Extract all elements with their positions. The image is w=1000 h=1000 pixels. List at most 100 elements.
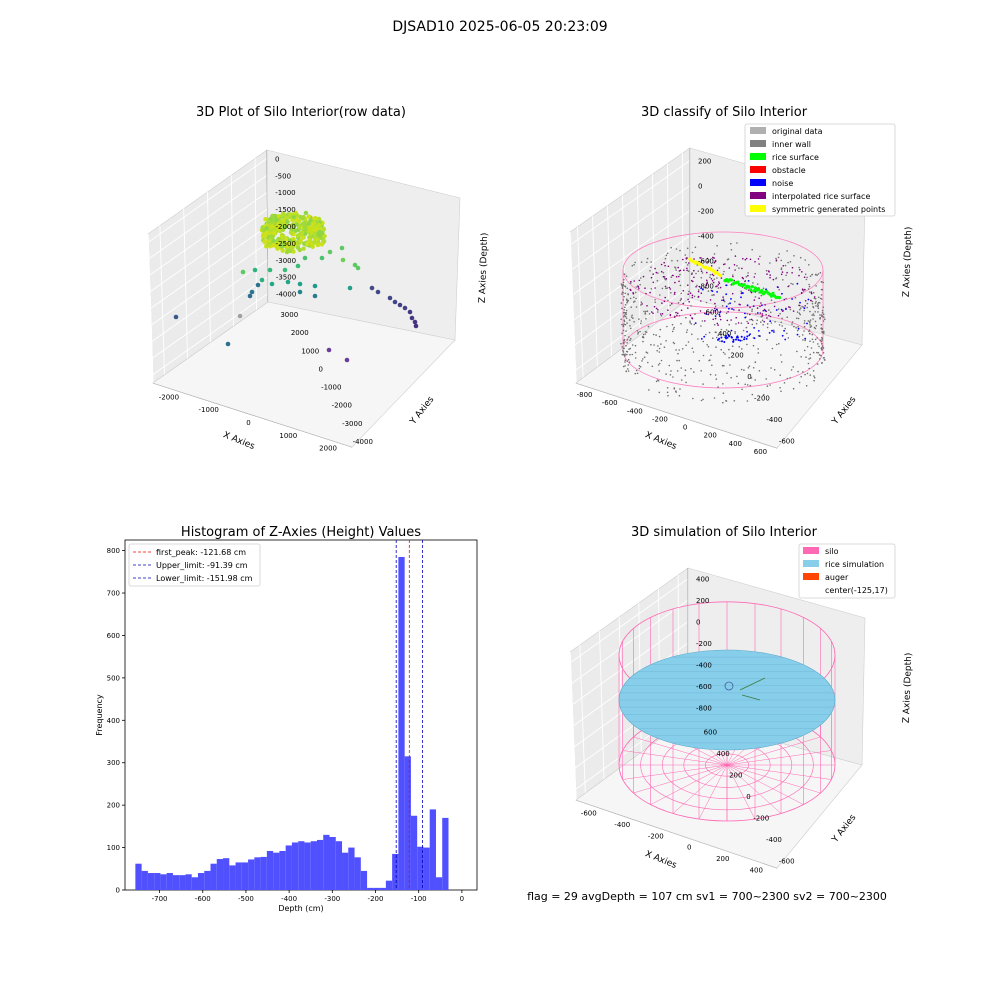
- classify-wall-point: [796, 329, 799, 332]
- classify-legend-swatch: [750, 153, 766, 160]
- classify-wall-point: [634, 372, 637, 375]
- classify-wall-point: [809, 310, 811, 313]
- classify-interp-point: [691, 317, 693, 319]
- classify-symmetric-point: [711, 269, 716, 273]
- classify-wall-point: [751, 310, 753, 312]
- raw-point: [327, 249, 333, 255]
- classify-wall-point: [711, 364, 713, 367]
- classify-interp-point: [691, 294, 694, 297]
- histogram-bar: [310, 841, 317, 890]
- classify-wall-point: [623, 339, 625, 342]
- classify-wall-point: [658, 347, 661, 350]
- raw-point: [282, 267, 288, 273]
- panel-raw-3d: 3D Plot of Silo Interior(row data) -2000…: [147, 105, 490, 453]
- classify-wall-point: [809, 324, 811, 326]
- classify-interp-point: [813, 296, 816, 298]
- classify-wall-point: [701, 320, 704, 322]
- raw-point: [321, 226, 327, 232]
- classify-noise-point: [748, 334, 751, 337]
- classify-wall-point: [622, 329, 625, 332]
- classify-wall-point: [620, 318, 622, 321]
- classify-interp-point: [758, 263, 760, 265]
- classify-interp-point: [691, 273, 693, 275]
- classify-wall-point: [775, 343, 778, 346]
- raw-point: [340, 257, 346, 263]
- classify-interp-point: [712, 281, 715, 284]
- classify-rice-point: [757, 287, 761, 291]
- classify-wall-point: [733, 400, 736, 402]
- raw-point: [315, 242, 320, 248]
- classify-interp-point: [700, 300, 702, 302]
- classify-interp-point: [753, 299, 756, 301]
- histogram-bar: [323, 834, 330, 890]
- classify-noise-point: [727, 333, 730, 336]
- classify-wall-point: [793, 255, 795, 257]
- classify-wall-point: [647, 325, 650, 328]
- raw-point: [316, 222, 321, 228]
- classify-interp-point: [759, 305, 761, 308]
- raw-point: [300, 235, 305, 240]
- classify-interp-point: [734, 255, 737, 257]
- raw-point: [319, 255, 325, 261]
- classify-wall-point: [779, 312, 781, 315]
- raw-point: [312, 293, 318, 299]
- classify-interp-point: [719, 318, 722, 321]
- simulation-grid-z: [571, 599, 689, 685]
- histogram-bar: [160, 874, 167, 890]
- classify-wall-point: [778, 288, 780, 291]
- classify-wall-point: [752, 367, 755, 369]
- histogram-y-tick-label: 0: [116, 887, 120, 895]
- classify-wall-point: [780, 267, 783, 269]
- raw-y-tick-label: -4000: [353, 438, 373, 446]
- raw-grid-z: [152, 293, 269, 376]
- classify-wall-point: [815, 273, 817, 276]
- classify-interp-point: [773, 305, 776, 308]
- classify-noise-point: [806, 322, 808, 325]
- classify-wall-point: [744, 383, 746, 386]
- classify-interp-point: [803, 276, 806, 279]
- classify-noise-point: [781, 292, 783, 295]
- classify-wall-point: [780, 390, 782, 393]
- classify-wall-point: [814, 320, 817, 323]
- classify-wall-point: [727, 330, 730, 332]
- raw-point: [262, 240, 268, 245]
- classify-wall-point: [631, 264, 634, 267]
- simulation-auger-arm: [739, 677, 766, 691]
- raw-point: [288, 230, 294, 235]
- simulation-silo-spoke: [726, 736, 821, 766]
- classify-wall-point: [817, 273, 820, 275]
- classify-legend-label: interpolated rice surface: [772, 192, 870, 201]
- classify-wall-point: [713, 278, 716, 281]
- classify-interp-point: [669, 314, 672, 317]
- histogram-bar: [248, 859, 255, 890]
- classify-wall-point: [808, 264, 810, 266]
- raw-z-tick-label: -1000: [275, 189, 295, 197]
- classify-wall-point: [762, 324, 764, 326]
- histogram-bar: [273, 852, 280, 890]
- classify-interp-point: [716, 322, 719, 325]
- classify-wall-point: [820, 298, 823, 300]
- classify-wall-point: [643, 310, 645, 313]
- classify-wall-point: [640, 277, 642, 279]
- classify-wall-point: [769, 262, 771, 264]
- classify-wall-point: [807, 320, 810, 322]
- classify-wall-point: [802, 339, 804, 341]
- classify-wall-point: [666, 287, 668, 289]
- classify-interp-point: [787, 285, 789, 288]
- classify-interp-point: [745, 257, 748, 260]
- classify-interp-point: [711, 273, 714, 276]
- classify-wall-point: [815, 325, 818, 327]
- classify-grid-z: [571, 185, 691, 271]
- simulation-x-tick-label: -400: [614, 821, 630, 829]
- classify-wall-point: [812, 370, 815, 372]
- classify-interp-point: [750, 318, 753, 321]
- histogram-y-tick-label: 700: [107, 590, 120, 598]
- classify-wall-point: [822, 320, 825, 322]
- classify-wall-point: [804, 273, 807, 276]
- classify-rice-point: [749, 288, 753, 292]
- classify-wall-point: [670, 246, 672, 249]
- classify-wall-point: [678, 349, 680, 351]
- classify-wall-point: [741, 339, 743, 342]
- classify-wall-point: [624, 312, 627, 315]
- classify-interp-point: [744, 280, 747, 282]
